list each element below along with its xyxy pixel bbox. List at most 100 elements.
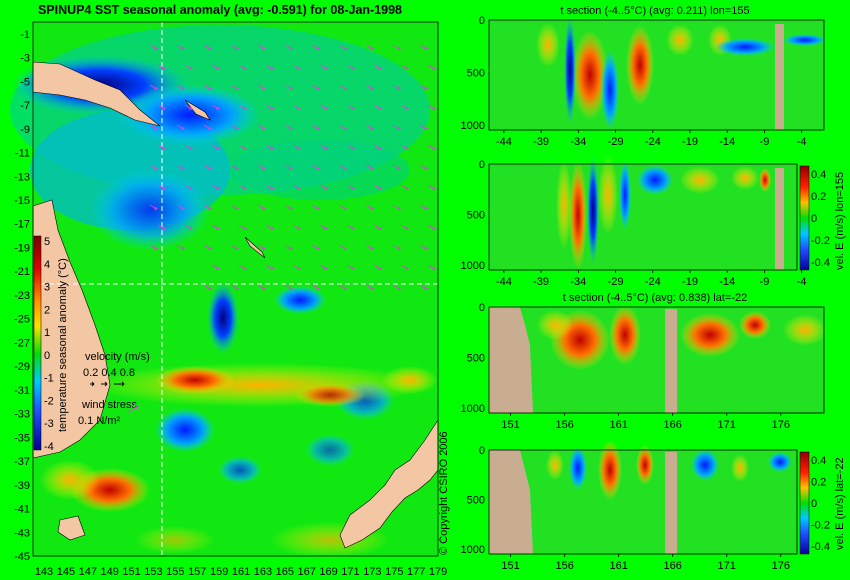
- map-x-tick: 171: [341, 566, 359, 578]
- map-x-tick: 153: [144, 566, 162, 578]
- wind-arrow: [311, 284, 320, 290]
- wind-arrow: [338, 204, 347, 210]
- vel-colorbar-tick: 0.2: [811, 191, 826, 203]
- map-y-tick: -33: [14, 409, 30, 421]
- panel-x-tick: -14: [719, 136, 735, 148]
- wind-arrow: [211, 64, 220, 70]
- wind-arrow: [311, 244, 320, 250]
- wind-arrow: [311, 44, 320, 50]
- wind-arrow: [292, 264, 301, 270]
- map-y-tick: -1: [20, 29, 30, 41]
- wind-arrow: [311, 124, 320, 130]
- wind-arrow: [373, 144, 382, 150]
- wind-arrow: [184, 104, 193, 110]
- wind-arrow: [230, 124, 239, 130]
- wind-arrow: [346, 264, 355, 270]
- wind-arrow: [338, 44, 347, 50]
- wind-arrow: [257, 244, 266, 250]
- wind-arrow: [230, 164, 239, 170]
- wind-arrow: [338, 244, 347, 250]
- panel-y-tick: 1000: [461, 120, 485, 132]
- panel-x-tick: -14: [719, 276, 735, 288]
- panel-x-tick: -34: [570, 136, 586, 148]
- map-x-tick: 159: [210, 566, 228, 578]
- wind-arrow: [184, 224, 193, 230]
- wind-arrow: [176, 164, 185, 170]
- panel-y-tick: 0: [479, 302, 485, 314]
- map-x-tick: 179: [429, 566, 447, 578]
- wind-arrow: [203, 164, 212, 170]
- vel-colorbar-tick: 0.4: [811, 455, 826, 467]
- wind-legend-arrow: [127, 404, 139, 413]
- wind-arrow: [427, 264, 436, 270]
- wind-arrow: [230, 244, 239, 250]
- panel-x-tick: 176: [772, 560, 790, 572]
- map-y-tick: -17: [14, 219, 30, 231]
- wind-arrow: [311, 84, 320, 90]
- wind-arrow: [427, 224, 436, 230]
- wind-arrow: [265, 144, 274, 150]
- map-x-tick: 149: [100, 566, 118, 578]
- wind-stress-label: wind stress: [81, 399, 138, 411]
- map-y-tick: -39: [14, 480, 30, 492]
- vel-colorbar-tick: -0.2: [811, 520, 830, 532]
- wind-arrow: [238, 224, 247, 230]
- panel-x-tick: 171: [718, 560, 736, 572]
- colorbar-tick: 4: [44, 259, 50, 271]
- map-y-axis: -1 -3 -5 -7 -9 -11 -13 -15 -17 -19 -21 -23 -25 -27 -29…: [14, 29, 30, 563]
- wind-arrow: [238, 264, 247, 270]
- map-x-tick: 173: [363, 566, 381, 578]
- panel-x-tick: -24: [645, 136, 661, 148]
- panel-x-tick: -34: [570, 276, 586, 288]
- map-y-tick: -45: [14, 551, 30, 563]
- land-australia: [32, 199, 111, 459]
- wind-arrow: [311, 164, 320, 170]
- vel-colorbar-tick: 0: [811, 498, 817, 510]
- wind-arrow: [365, 284, 374, 290]
- panel-x-tick: -24: [645, 276, 661, 288]
- wind-arrow: [203, 124, 212, 130]
- wind-arrow: [338, 124, 347, 130]
- wind-arrow: [238, 184, 247, 190]
- wind-arrow: [400, 184, 409, 190]
- panel-y-tick: 500: [467, 67, 485, 79]
- panel-x-tick: -9: [760, 276, 770, 288]
- wind-arrow: [292, 184, 301, 190]
- colorbar-label: temperature seasonal anomaly (°C): [57, 258, 69, 432]
- wind-arrow: [319, 144, 328, 150]
- map-y-tick: -31: [14, 385, 30, 397]
- main-title: SPINUP4 SST seasonal anomaly (avg: -0.59…: [38, 3, 402, 17]
- panel-x-tick: 161: [609, 419, 627, 431]
- wind-arrow: [149, 124, 158, 130]
- map-y-tick: -3: [20, 53, 30, 65]
- map-y-tick: -7: [20, 100, 30, 112]
- wind-arrow: [211, 224, 220, 230]
- wind-arrow: [211, 264, 220, 270]
- land-new-guinea: [32, 61, 161, 127]
- wind-arrow: [419, 124, 428, 130]
- wind-arrow: [392, 244, 401, 250]
- wind-arrow: [365, 204, 374, 210]
- panel-3-title: t section (-4..5°C) (avg: 0.838) lat=-22: [563, 292, 747, 304]
- wind-arrow: [257, 84, 266, 90]
- wind-arrow: [319, 64, 328, 70]
- wind-arrow: [419, 84, 428, 90]
- land-new-caledonia: [244, 236, 266, 259]
- wind-arrow: [419, 244, 428, 250]
- map-x-tick: 175: [385, 566, 403, 578]
- sst-colorbar: [33, 235, 42, 451]
- map-y-tick: -35: [14, 432, 30, 444]
- velocity-ticks: 0.2 0.4 0.8: [83, 367, 135, 379]
- wind-arrow: [265, 264, 274, 270]
- panel-y-tick: 500: [467, 495, 485, 507]
- wind-arrow: [184, 184, 193, 190]
- map-x-tick: 155: [166, 566, 184, 578]
- map-x-tick: 167: [298, 566, 316, 578]
- wind-arrow: [211, 144, 220, 150]
- wind-arrow: [365, 164, 374, 170]
- map-x-tick: 165: [276, 566, 294, 578]
- colorbar-tick: 2: [44, 304, 50, 316]
- map-y-tick: -41: [14, 504, 30, 516]
- wind-arrow: [149, 44, 158, 50]
- map-x-tick: 163: [254, 566, 272, 578]
